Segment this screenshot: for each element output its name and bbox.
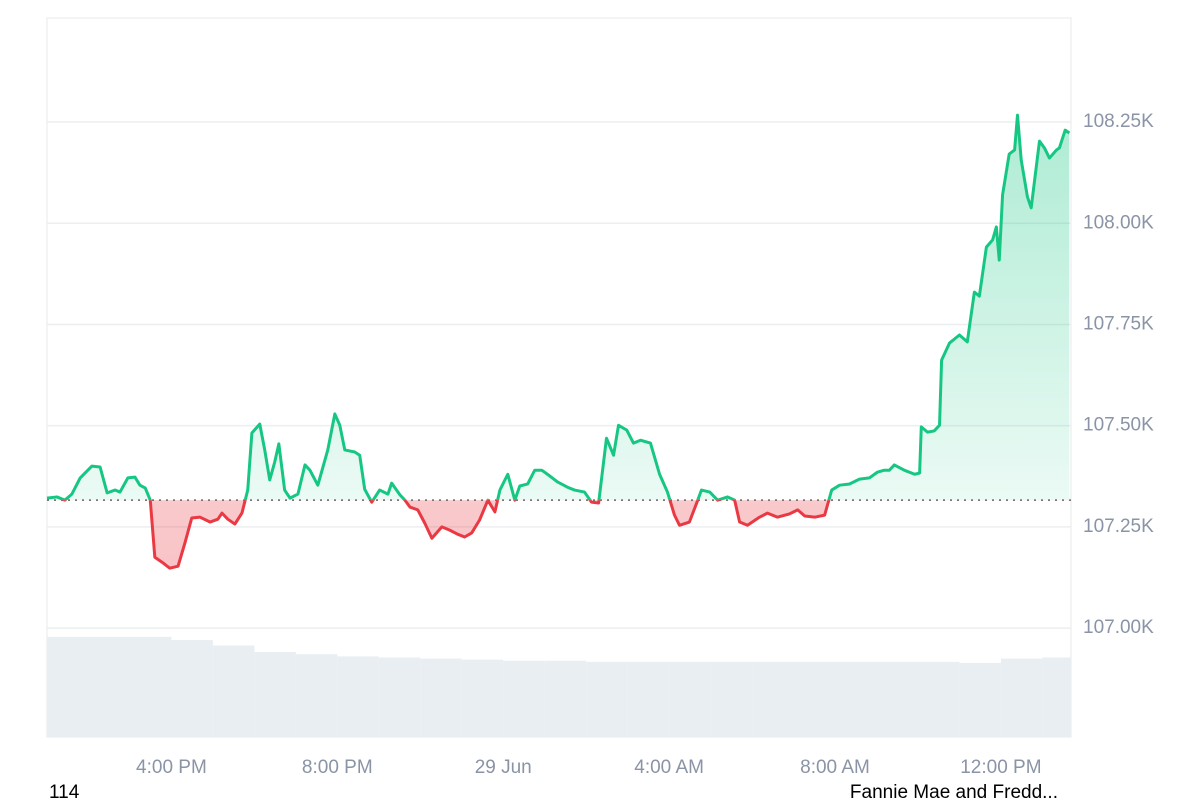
y-tick-label: 107.25K: [1083, 516, 1154, 537]
volume-bar: [88, 636, 130, 737]
volume-bar: [1042, 657, 1071, 737]
volume-bar: [627, 661, 670, 737]
x-tick-label: 29 Jun: [475, 757, 532, 778]
y-tick-label: 107.00K: [1083, 617, 1154, 638]
footer-left: 114: [49, 782, 80, 800]
volume-bar: [917, 661, 960, 737]
volume-bar: [420, 658, 462, 737]
plot-frame: [46, 17, 1072, 738]
volume-bar: [752, 661, 794, 737]
volume-bar: [254, 652, 296, 737]
line-down: [60, 500, 831, 570]
volume-bar: [295, 654, 338, 737]
x-tick-label: 8:00 AM: [800, 757, 870, 778]
volume-bar: [710, 661, 753, 737]
volume-bar: [378, 657, 421, 737]
volume-bar: [1000, 658, 1043, 737]
x-tick-label: 8:00 PM: [302, 757, 373, 778]
volume-bar: [461, 659, 504, 737]
volume-bar: [503, 660, 545, 737]
x-tick-label: 12:00 PM: [960, 757, 1041, 778]
volume-bar: [129, 636, 172, 737]
x-tick-label: 4:00 AM: [634, 757, 704, 778]
x-tick-label: 4:00 PM: [136, 757, 207, 778]
y-tick-label: 107.50K: [1083, 415, 1154, 436]
volume-bar: [835, 661, 877, 737]
y-tick-label: 107.75K: [1083, 313, 1154, 334]
volume-bar: [793, 661, 836, 737]
volume-bar: [212, 645, 255, 737]
line-up: [46, 113, 1071, 501]
volume-bar: [47, 636, 89, 737]
y-tick-label: 108.00K: [1083, 212, 1154, 233]
y-tick-label: 108.25K: [1083, 111, 1154, 132]
volume-bar: [959, 662, 1001, 737]
volume-bar: [876, 661, 918, 737]
volume-bar: [586, 661, 628, 737]
area-up: [47, 115, 1070, 501]
footer-right: Fannie Mae and Fredd...: [850, 782, 1058, 800]
volume-bar: [544, 660, 587, 737]
area-down: [150, 500, 829, 569]
volume-bar: [171, 640, 213, 737]
volume-bar: [669, 661, 711, 737]
volume-bar: [337, 656, 379, 737]
